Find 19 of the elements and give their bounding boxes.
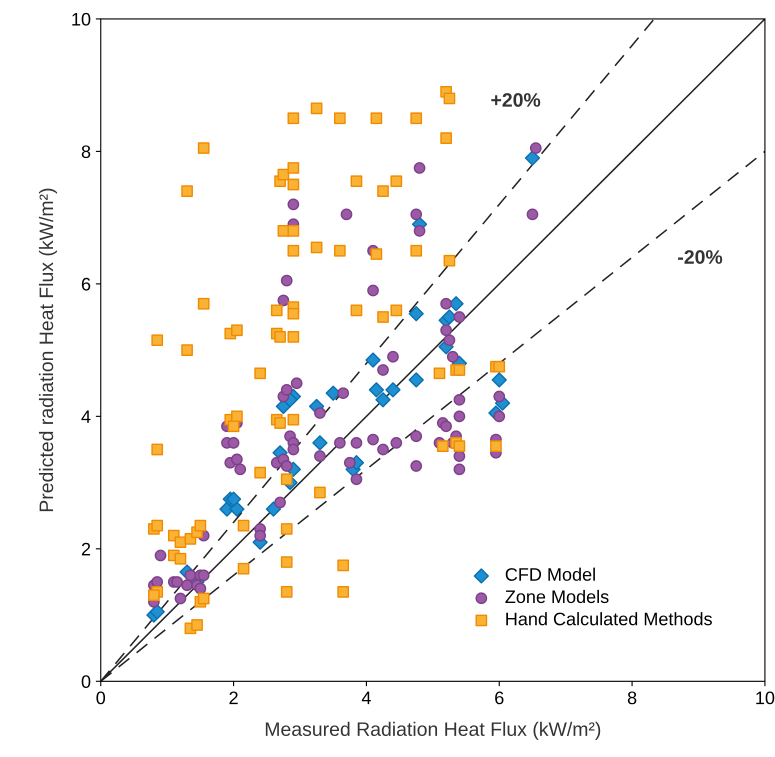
legend-label: Zone Models — [505, 590, 609, 604]
legend-label: CFD Model — [506, 568, 595, 581]
x-axis-title: Measured Radiation Heat Flux (kW/m²) — [266, 722, 600, 740]
y-tick-label: 4 — [81, 410, 90, 423]
x-tick-label: 8 — [628, 692, 636, 704]
series-label: -20% — [678, 250, 722, 264]
x-tick-label: 0 — [96, 692, 106, 704]
y-tick-label: 10 — [72, 12, 90, 26]
y-tick-label: 2 — [82, 542, 90, 556]
x-tick-label: 10 — [756, 692, 774, 704]
y-tick-label: 0 — [82, 675, 90, 688]
y-axis-title: Predicted radiation Heat Flux (kW/m²) — [38, 188, 58, 512]
y-tick-label: 6 — [82, 278, 90, 291]
y-tick-label: 8 — [82, 145, 90, 158]
x-tick-label: 6 — [495, 692, 504, 704]
series-label: +20% — [491, 93, 540, 107]
x-tick-label: 2 — [229, 692, 238, 704]
legend-label: Hand Calculated Methods — [506, 612, 712, 626]
x-tick-label: 4 — [362, 692, 371, 704]
